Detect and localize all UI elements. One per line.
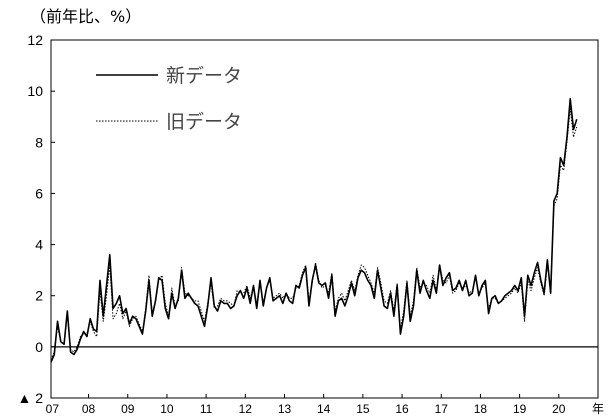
x-tick-label: 09 xyxy=(121,402,135,416)
legend-label-new: 新データ xyxy=(166,65,242,87)
x-tick-label: 14 xyxy=(317,402,331,416)
x-tick-label: 07 xyxy=(46,402,60,416)
x-tick-label: 20 xyxy=(552,402,566,416)
x-tick-label: 12 xyxy=(239,402,253,416)
unit-label: （前年比、%） xyxy=(30,7,141,26)
y-tick-label: 4 xyxy=(35,237,43,253)
year-suffix-label: 年 xyxy=(592,402,604,416)
y-tick-label: 12 xyxy=(27,32,43,48)
y-tick-label: 6 xyxy=(35,185,43,201)
series-layer xyxy=(50,98,578,363)
x-tick-label: 19 xyxy=(513,402,527,416)
legend-label-old: 旧データ xyxy=(166,111,242,133)
series-line-old xyxy=(50,108,578,360)
x-tick-label: 13 xyxy=(278,402,292,416)
legend: 新データ 旧データ xyxy=(96,65,242,133)
x-tick-label: 15 xyxy=(356,402,370,416)
y-tick-label: ▲ 2 xyxy=(17,390,43,406)
y-tick-label: 0 xyxy=(35,339,43,355)
y-axis-ticks: 12 10 8 6 4 2 0 ▲ 2 xyxy=(17,32,55,406)
x-axis-ticks: 07 08 09 10 11 12 13 14 15 16 17 18 19 20 xyxy=(46,394,566,416)
x-tick-label: 11 xyxy=(200,402,213,416)
x-tick-label: 16 xyxy=(395,402,409,416)
plot-frame xyxy=(50,39,599,399)
series-line-new xyxy=(50,98,578,363)
x-tick-label: 18 xyxy=(474,402,488,416)
y-tick-label: 8 xyxy=(35,134,43,150)
y-tick-label: 2 xyxy=(35,288,43,304)
x-tick-label: 17 xyxy=(435,402,449,416)
x-tick-label: 10 xyxy=(160,402,174,416)
x-tick-label: 08 xyxy=(82,402,96,416)
y-tick-label: 10 xyxy=(27,83,43,99)
